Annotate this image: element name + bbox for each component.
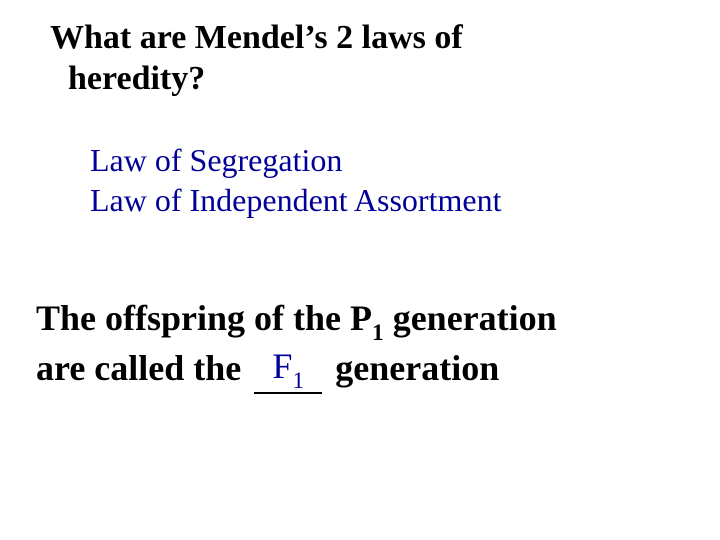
blank-subscript: 1 [292, 368, 304, 394]
p-subscript: 1 [372, 320, 384, 346]
fill-segment-after-p: generation [384, 298, 557, 338]
answer-line-1: Law of Segregation [90, 140, 690, 180]
slide: What are Mendel’s 2 laws of heredity? La… [0, 0, 720, 540]
fill-segment-before-p: The offspring of the P [36, 298, 372, 338]
fill-segment-before-blank: are called the [36, 348, 250, 388]
blank-letter: F [272, 346, 292, 386]
fill-segment-after-blank: generation [326, 348, 499, 388]
fill-in-sentence: The offspring of the P1 generation are c… [36, 296, 706, 396]
question-heading: What are Mendel’s 2 laws of heredity? [50, 18, 670, 100]
answer-line-2: Law of Independent Assortment [90, 180, 690, 220]
question-line-2: heredity? [50, 59, 670, 100]
question-line-1: What are Mendel’s 2 laws of [50, 18, 670, 59]
answers-block: Law of Segregation Law of Independent As… [90, 140, 690, 220]
fill-blank: F1 [254, 348, 322, 394]
